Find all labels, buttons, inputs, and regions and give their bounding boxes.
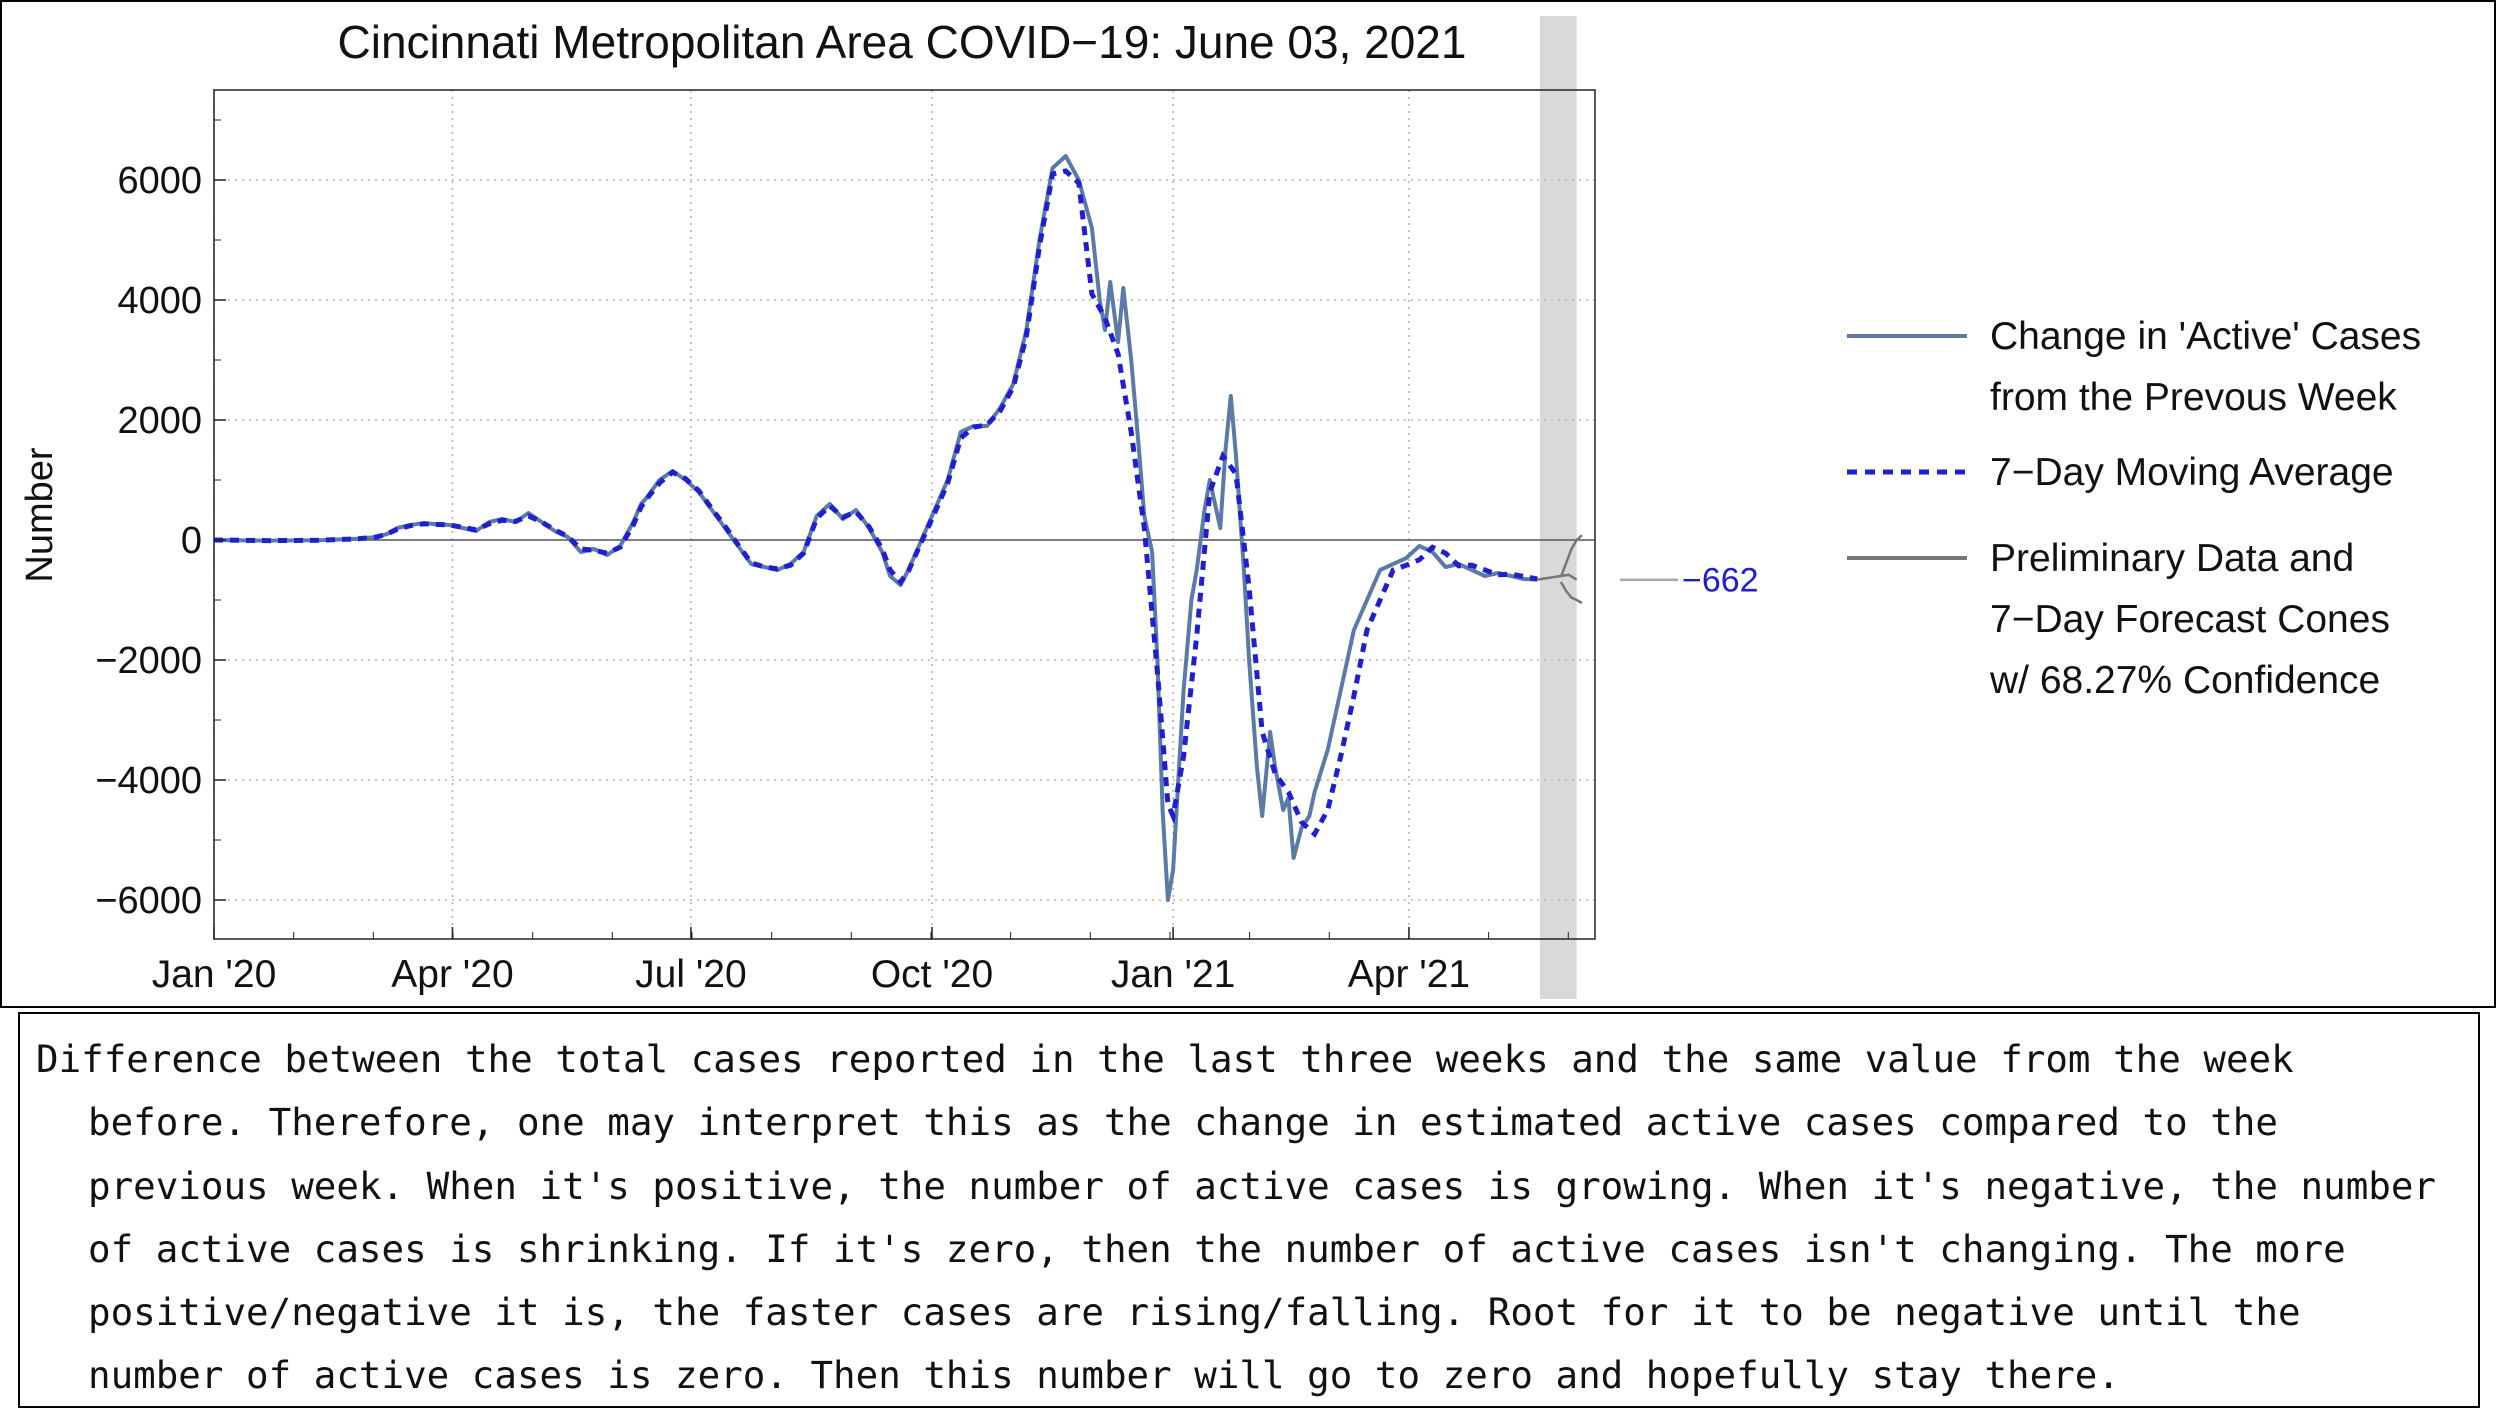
legend-label: 7−Day Forecast Cones — [1990, 598, 2390, 641]
series-line-moving-average — [213, 168, 1538, 838]
x-tick-label: Jan '21 — [1111, 953, 1236, 996]
x-tick-label: Jul '20 — [635, 953, 747, 996]
legend-label: from the Prevous Week — [1990, 376, 2397, 419]
y-tick-label: 6000 — [117, 160, 202, 202]
x-tick-label: Oct '20 — [871, 953, 993, 996]
x-tick-label: Apr '21 — [1348, 953, 1470, 996]
x-tick-label: Jan '20 — [152, 953, 277, 996]
legend-label: 7−Day Moving Average — [1990, 451, 2394, 494]
label-layer: Jan '20 Apr '20 Jul '20 Oct '20 Jan '21 Apr '… — [19, 16, 1759, 996]
grid-layer — [213, 90, 1595, 939]
chart-svg: Jan '20 Apr '20 Jul '20 Oct '20 Jan '21 Apr '… — [19, 16, 2421, 999]
y-tick-label: 2000 — [117, 400, 202, 442]
forecast-cone-lower — [1559, 581, 1583, 605]
end-value-label: −662 — [1682, 562, 1759, 600]
y-tick-label: −4000 — [95, 760, 202, 802]
legend-layer: Change in 'Active' Cases from the Prevous… — [1847, 315, 2421, 702]
y-tick-label: −2000 — [95, 640, 202, 682]
x-tick-label: Apr '20 — [391, 953, 513, 996]
chart-frame: Jan '20 Apr '20 Jul '20 Oct '20 Jan '21 Apr '… — [0, 0, 2496, 1008]
y-tick-label: 4000 — [117, 280, 202, 322]
legend-label: w/ 68.27% Confidence — [1989, 659, 2380, 702]
caption-box: Difference between the total cases repor… — [18, 1012, 2480, 1408]
series-line-preliminary — [1537, 573, 1578, 581]
series-line-active-change — [213, 154, 1538, 902]
chart-title: Cincinnati Metropolitan Area COVID−19: J… — [338, 16, 1467, 68]
forecast-cone-upper — [1559, 534, 1583, 578]
axes-layer — [213, 89, 1596, 940]
y-axis-label: Number — [19, 447, 61, 582]
series-layer — [213, 154, 1583, 902]
preliminary-band-layer — [1539, 16, 1577, 999]
y-tick-label: −6000 — [95, 880, 202, 922]
preliminary-band — [1539, 16, 1577, 999]
legend-label: Preliminary Data and — [1990, 537, 2354, 580]
y-tick-label: 0 — [181, 520, 202, 562]
caption-text: Difference between the total cases repor… — [36, 1037, 2436, 1398]
plot-frame — [213, 89, 1596, 940]
legend-label: Change in 'Active' Cases — [1990, 315, 2421, 358]
